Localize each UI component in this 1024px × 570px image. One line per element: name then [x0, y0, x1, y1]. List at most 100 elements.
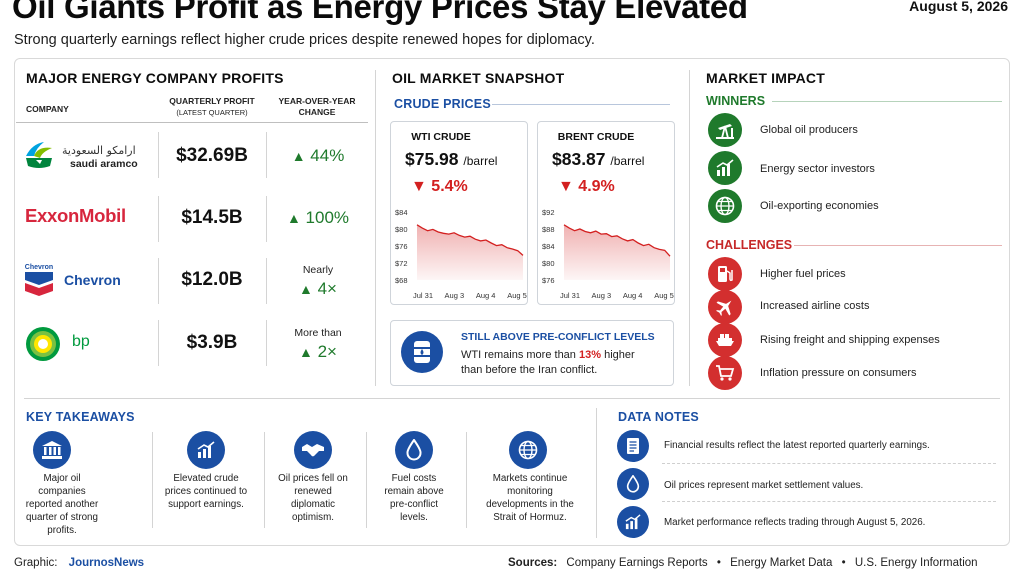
divider	[266, 320, 267, 366]
divider	[266, 132, 267, 178]
callout-text-post: higher	[601, 349, 635, 361]
brent-chart-y-tick: $88	[542, 225, 555, 234]
oil-drop-icon	[617, 468, 649, 500]
challenge-item: Rising freight and shipping expenses	[760, 334, 940, 346]
profit-value: $12.0B	[181, 269, 243, 290]
bp-helios-icon	[26, 327, 60, 361]
bp-logo-text: bp	[72, 333, 90, 350]
up-arrow-icon: ▲	[291, 148, 306, 164]
wti-chart-y-tick: $84	[395, 208, 408, 217]
divider	[662, 463, 996, 464]
divider	[596, 408, 597, 538]
ship-icon	[708, 323, 742, 357]
yoy-change-value: 4×	[317, 279, 337, 298]
footer-credit: Graphic: JournosNews	[14, 557, 144, 569]
takeaway-text: Oil prices fell on renewed diplomatic op…	[278, 473, 348, 523]
page-subtitle: Strong quarterly earnings reflect higher…	[14, 32, 595, 48]
brent-price-value: $83.87	[552, 149, 606, 169]
footer-graphic-source: JournosNews	[68, 557, 145, 569]
fuel-pump-icon	[708, 257, 742, 291]
note-text: Oil prices represent market settlement v…	[664, 480, 864, 491]
brent-title: BRENT CRUDE	[557, 131, 635, 143]
column-header-profit: QUARTERLY PROFIT (LATEST QUARTER)	[160, 96, 264, 118]
globe-icon	[708, 189, 742, 223]
chart-up-icon	[708, 151, 742, 185]
handshake-icon	[294, 431, 332, 469]
bp-logo: bp	[24, 325, 154, 363]
wti-price-unit: /barrel	[463, 154, 498, 168]
callout-text: WTI remains more than	[461, 349, 579, 361]
oil-drop-icon	[395, 431, 433, 469]
yoy-change-value: 100%	[305, 208, 350, 227]
up-arrow-icon: ▲	[299, 344, 313, 360]
callout-title: STILL ABOVE PRE-CONFLICT LEVELS	[461, 331, 655, 343]
chevron-logo-text: Chevron	[64, 272, 121, 288]
callout-line1: WTI remains more than 13% higher	[461, 349, 635, 361]
up-arrow-icon: ▲	[299, 281, 313, 297]
divider	[152, 432, 153, 528]
snapshot-heading: OIL MARKET SNAPSHOT	[392, 70, 565, 86]
brent-chart-x-tick: Aug 3	[592, 291, 612, 300]
chart-up-icon	[617, 506, 649, 538]
wti-price: $75.98 /barrel	[391, 149, 529, 170]
wti-chart-y-tick: $68	[395, 276, 408, 285]
brent-chart-x-tick: Aug 4	[623, 291, 643, 300]
divider	[662, 501, 996, 502]
aramco-emblem-icon	[26, 142, 52, 168]
brent-chart-area	[564, 224, 670, 280]
aramco-logo-arabic: ارامكو السعودية	[62, 144, 136, 157]
column-header-profit-label: QUARTERLY PROFIT	[169, 96, 255, 106]
wti-chart-y-tick: $76	[395, 242, 408, 251]
challenge-item: Inflation pressure on consumers	[760, 367, 917, 379]
divider	[794, 245, 1002, 246]
date-label: August 5, 2026	[909, 0, 1008, 14]
brent-change: ▼ 4.9%	[558, 178, 615, 196]
brent-price-unit: /barrel	[610, 154, 645, 168]
yoy-change: ▲ 4×	[270, 279, 366, 299]
wti-chart-area	[417, 224, 523, 280]
profit-value: $3.9B	[186, 332, 238, 353]
pre-conflict-callout: STILL ABOVE PRE-CONFLICT LEVELS WTI rema…	[390, 320, 674, 386]
wti-change: ▼ 5.4%	[411, 178, 468, 196]
challenge-item: Increased airline costs	[760, 300, 870, 312]
column-header-yoy: YEAR-OVER-YEAR CHANGE	[278, 96, 356, 117]
note-text: Financial results reflect the latest rep…	[664, 440, 930, 451]
profits-heading: MAJOR ENERGY COMPANY PROFITS	[26, 70, 284, 86]
profit-value: $14.5B	[181, 207, 243, 228]
divider	[158, 320, 159, 366]
divider	[772, 101, 1002, 102]
brent-chart-y-tick: $76	[542, 276, 555, 285]
brent-chart-y-tick: $80	[542, 259, 555, 268]
column-header-company: COMPANY	[26, 104, 69, 114]
wti-chart-line	[416, 224, 524, 256]
yoy-change: ▲ 100%	[270, 208, 366, 228]
bank-icon	[33, 431, 71, 469]
yoy-change: ▲ 44%	[270, 146, 366, 166]
chart-up-icon	[187, 431, 225, 469]
chevron-logo: Chevron Chevron	[22, 262, 152, 298]
footer-source-item: U.S. Energy Information	[854, 557, 978, 569]
brent-card: BRENT CRUDE $83.87 /barrel ▼ 4.9% $92 $88…	[537, 121, 675, 305]
wti-price-value: $75.98	[405, 149, 459, 169]
svg-text:Chevron: Chevron	[25, 264, 53, 271]
wti-chart-y-tick: $80	[395, 225, 408, 234]
brent-chart-y-tick: $92	[542, 208, 555, 217]
impact-heading: MARKET IMPACT	[706, 70, 825, 86]
yoy-qualifier: More than	[294, 327, 342, 339]
takeaway-text: Fuel costs remain above pre-conflict lev…	[384, 473, 444, 523]
winner-item: Global oil producers	[760, 124, 858, 136]
yoy-change: ▲ 2×	[270, 342, 366, 362]
notes-heading: DATA NOTES	[618, 410, 699, 424]
note-text: Market performance reflects trading thro…	[664, 517, 926, 528]
brent-change-value: 4.9%	[578, 178, 615, 195]
brent-chart: $92 $88 $84 $80 $76 Jul 31 Aug 3 Aug 4 Aug 5	[542, 208, 674, 300]
divider	[492, 104, 670, 105]
oil-pump-icon	[708, 113, 742, 147]
down-arrow-icon: ▼	[558, 178, 574, 195]
yoy-qualifier: Nearly	[302, 264, 334, 276]
brent-chart-y-tick: $84	[542, 242, 555, 251]
divider	[264, 432, 265, 528]
wti-chart-x-tick: Aug 5	[507, 291, 527, 300]
brent-price: $83.87 /barrel	[538, 149, 676, 170]
challenges-heading: CHALLENGES	[706, 238, 793, 252]
